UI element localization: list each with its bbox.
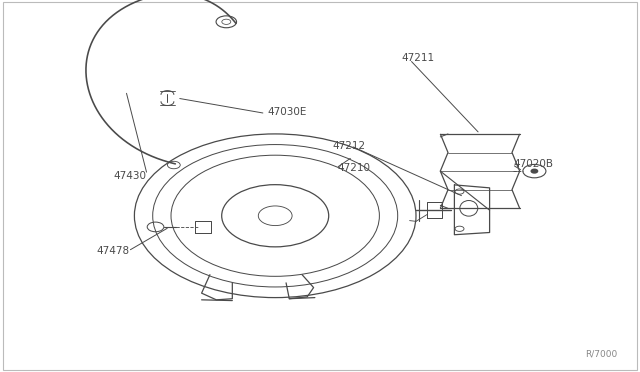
- Text: 47030E: 47030E: [268, 108, 307, 117]
- Text: 47020B: 47020B: [514, 160, 554, 169]
- Text: 47211: 47211: [402, 54, 435, 63]
- Text: 47478: 47478: [96, 246, 129, 256]
- Text: 47430: 47430: [114, 171, 147, 181]
- Text: 47210: 47210: [337, 163, 371, 173]
- Circle shape: [531, 169, 538, 173]
- Text: 47212: 47212: [333, 141, 366, 151]
- Text: R/7000: R/7000: [586, 350, 618, 359]
